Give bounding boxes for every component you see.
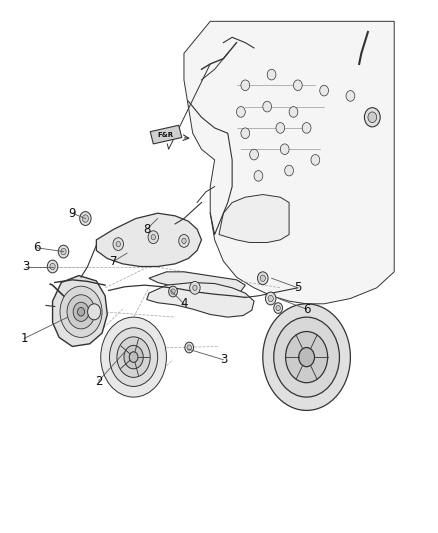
Polygon shape	[184, 21, 394, 304]
Circle shape	[80, 212, 91, 225]
Circle shape	[299, 348, 314, 367]
Polygon shape	[150, 125, 182, 144]
Circle shape	[61, 248, 66, 255]
Circle shape	[110, 328, 158, 386]
Circle shape	[88, 304, 101, 320]
Circle shape	[346, 91, 355, 101]
Text: 7: 7	[110, 255, 118, 268]
Circle shape	[302, 123, 311, 133]
Circle shape	[267, 69, 276, 80]
Circle shape	[185, 342, 194, 353]
Text: 3: 3	[23, 260, 30, 273]
Circle shape	[148, 231, 159, 244]
Circle shape	[124, 345, 143, 369]
Text: 6: 6	[33, 241, 41, 254]
Circle shape	[263, 304, 350, 410]
Circle shape	[285, 165, 293, 176]
Circle shape	[101, 317, 166, 397]
Polygon shape	[96, 213, 201, 266]
Circle shape	[320, 85, 328, 96]
Circle shape	[276, 123, 285, 133]
Circle shape	[268, 295, 273, 302]
Circle shape	[82, 215, 88, 222]
Circle shape	[293, 80, 302, 91]
Circle shape	[260, 275, 265, 281]
Circle shape	[254, 171, 263, 181]
Circle shape	[237, 107, 245, 117]
Circle shape	[58, 245, 69, 258]
Circle shape	[171, 289, 175, 294]
Circle shape	[258, 272, 268, 285]
Circle shape	[182, 238, 186, 244]
Polygon shape	[147, 282, 254, 317]
Circle shape	[193, 285, 197, 290]
Text: 6: 6	[303, 303, 311, 316]
Circle shape	[187, 345, 191, 350]
Circle shape	[289, 107, 298, 117]
Circle shape	[265, 292, 276, 305]
Circle shape	[113, 238, 124, 251]
Text: 1: 1	[20, 332, 28, 345]
Circle shape	[280, 144, 289, 155]
Circle shape	[364, 108, 380, 127]
Circle shape	[263, 101, 272, 112]
Circle shape	[274, 303, 283, 313]
Circle shape	[250, 149, 258, 160]
Text: 9: 9	[68, 207, 76, 220]
Circle shape	[50, 263, 55, 270]
Text: 2: 2	[95, 375, 102, 387]
Circle shape	[368, 112, 377, 123]
Circle shape	[179, 235, 189, 247]
Circle shape	[117, 337, 150, 377]
Circle shape	[241, 128, 250, 139]
Circle shape	[47, 260, 58, 273]
Text: 4: 4	[180, 297, 188, 310]
Circle shape	[73, 302, 89, 321]
Polygon shape	[53, 276, 107, 346]
Circle shape	[276, 305, 280, 311]
Circle shape	[78, 308, 85, 316]
Circle shape	[60, 286, 102, 337]
Text: F&R: F&R	[157, 132, 173, 138]
Circle shape	[190, 281, 200, 294]
Circle shape	[169, 286, 177, 297]
Circle shape	[286, 332, 328, 383]
Polygon shape	[219, 195, 289, 243]
Text: 3: 3	[220, 353, 227, 366]
Text: 8: 8	[143, 223, 150, 236]
Circle shape	[311, 155, 320, 165]
Circle shape	[67, 295, 95, 329]
Text: 5: 5	[294, 281, 301, 294]
Polygon shape	[149, 272, 245, 297]
Circle shape	[241, 80, 250, 91]
Circle shape	[116, 241, 120, 247]
Circle shape	[151, 235, 155, 240]
Circle shape	[129, 352, 138, 362]
Circle shape	[274, 317, 339, 397]
